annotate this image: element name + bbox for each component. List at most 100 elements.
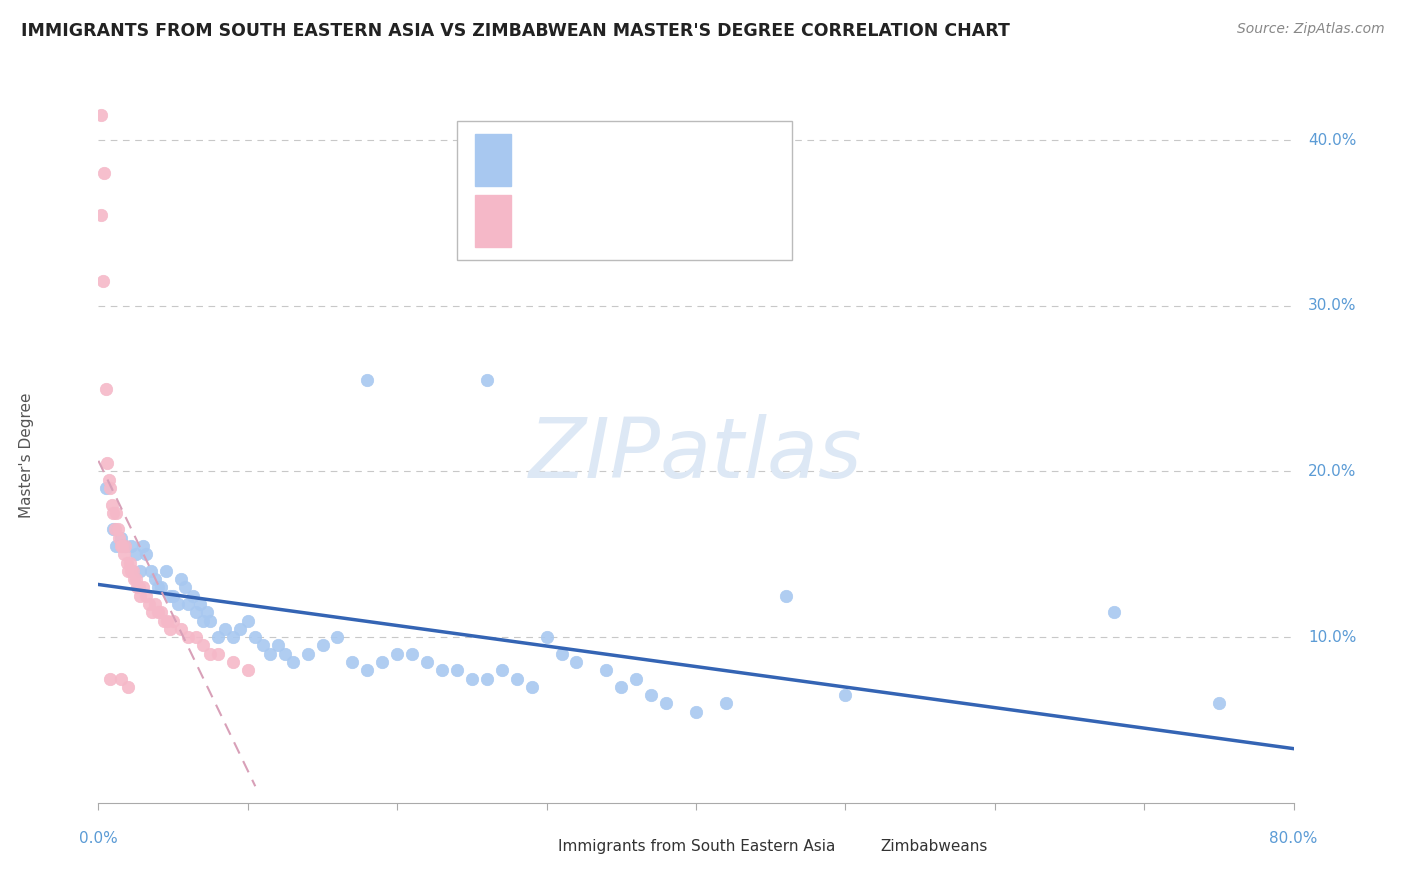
Point: [132, 539, 155, 553]
Text: -0.546: -0.546: [579, 151, 643, 169]
Point: [624, 672, 647, 686]
Point: [93, 166, 115, 180]
Point: [371, 655, 394, 669]
Point: [117, 680, 139, 694]
Point: [207, 647, 229, 661]
Point: [655, 697, 678, 711]
Point: [197, 605, 219, 619]
FancyBboxPatch shape: [475, 195, 510, 247]
Point: [214, 622, 236, 636]
Point: [446, 663, 468, 677]
FancyBboxPatch shape: [529, 837, 544, 856]
Point: [200, 647, 222, 661]
Text: 40.0%: 40.0%: [1308, 133, 1357, 148]
Point: [103, 506, 125, 520]
Text: 50: 50: [755, 212, 779, 230]
Point: [156, 614, 179, 628]
Point: [595, 663, 617, 677]
Text: 10.0%: 10.0%: [1308, 630, 1357, 645]
Point: [107, 523, 129, 537]
Text: ZIPatlas: ZIPatlas: [529, 415, 863, 495]
Point: [98, 481, 122, 495]
Text: Master's Degree: Master's Degree: [20, 392, 34, 517]
Text: Immigrants from South Eastern Asia: Immigrants from South Eastern Asia: [558, 839, 835, 855]
Point: [550, 647, 572, 661]
FancyBboxPatch shape: [457, 121, 792, 260]
Point: [114, 539, 136, 553]
Point: [475, 672, 498, 686]
Point: [108, 531, 131, 545]
Point: [129, 589, 152, 603]
Point: [129, 564, 152, 578]
Point: [326, 630, 349, 644]
Point: [222, 655, 245, 669]
Point: [115, 556, 138, 570]
Text: IMMIGRANTS FROM SOUTH EASTERN ASIA VS ZIMBABWEAN MASTER'S DEGREE CORRELATION CHA: IMMIGRANTS FROM SOUTH EASTERN ASIA VS ZI…: [21, 22, 1010, 40]
Text: 70: 70: [755, 151, 779, 169]
Point: [775, 589, 797, 603]
Point: [297, 647, 319, 661]
Point: [124, 572, 146, 586]
Point: [125, 547, 148, 561]
Point: [110, 531, 132, 545]
Point: [506, 672, 529, 686]
Point: [110, 539, 132, 553]
Text: -0.102: -0.102: [579, 212, 643, 230]
Point: [111, 539, 134, 553]
Point: [148, 581, 170, 595]
Point: [236, 663, 259, 677]
Point: [143, 597, 166, 611]
Point: [834, 688, 856, 702]
Point: [97, 473, 120, 487]
Point: [94, 481, 117, 495]
Point: [120, 539, 142, 553]
Point: [342, 655, 364, 669]
Point: [112, 547, 135, 561]
Point: [153, 614, 176, 628]
Point: [274, 647, 297, 661]
Point: [181, 589, 204, 603]
Point: [159, 589, 181, 603]
Point: [536, 630, 558, 644]
Point: [430, 663, 453, 677]
Point: [714, 697, 737, 711]
Point: [91, 274, 114, 288]
Point: [166, 597, 188, 611]
FancyBboxPatch shape: [851, 837, 866, 856]
Point: [148, 605, 170, 619]
Text: 0.0%: 0.0%: [79, 830, 118, 846]
Point: [105, 539, 128, 553]
Point: [105, 506, 128, 520]
Point: [121, 564, 143, 578]
Point: [177, 630, 200, 644]
Point: [96, 456, 118, 470]
Point: [356, 373, 378, 387]
Point: [177, 597, 200, 611]
Point: [281, 655, 304, 669]
Text: R =: R =: [529, 212, 568, 230]
Point: [169, 622, 191, 636]
Point: [98, 672, 122, 686]
Point: [117, 564, 139, 578]
Text: N =: N =: [668, 151, 720, 169]
Point: [94, 382, 117, 396]
Point: [138, 597, 160, 611]
Point: [135, 547, 157, 561]
Point: [162, 589, 184, 603]
Point: [188, 597, 211, 611]
Text: Source: ZipAtlas.com: Source: ZipAtlas.com: [1237, 22, 1385, 37]
Point: [101, 498, 124, 512]
Text: 80.0%: 80.0%: [1270, 830, 1317, 846]
Point: [685, 705, 707, 719]
Point: [118, 556, 141, 570]
Point: [236, 614, 259, 628]
Point: [184, 630, 207, 644]
Point: [174, 581, 197, 595]
Point: [135, 589, 157, 603]
Point: [184, 605, 207, 619]
Point: [259, 647, 281, 661]
Text: Zimbabweans: Zimbabweans: [880, 839, 988, 855]
Point: [267, 639, 290, 653]
Point: [169, 572, 191, 586]
Point: [520, 680, 543, 694]
